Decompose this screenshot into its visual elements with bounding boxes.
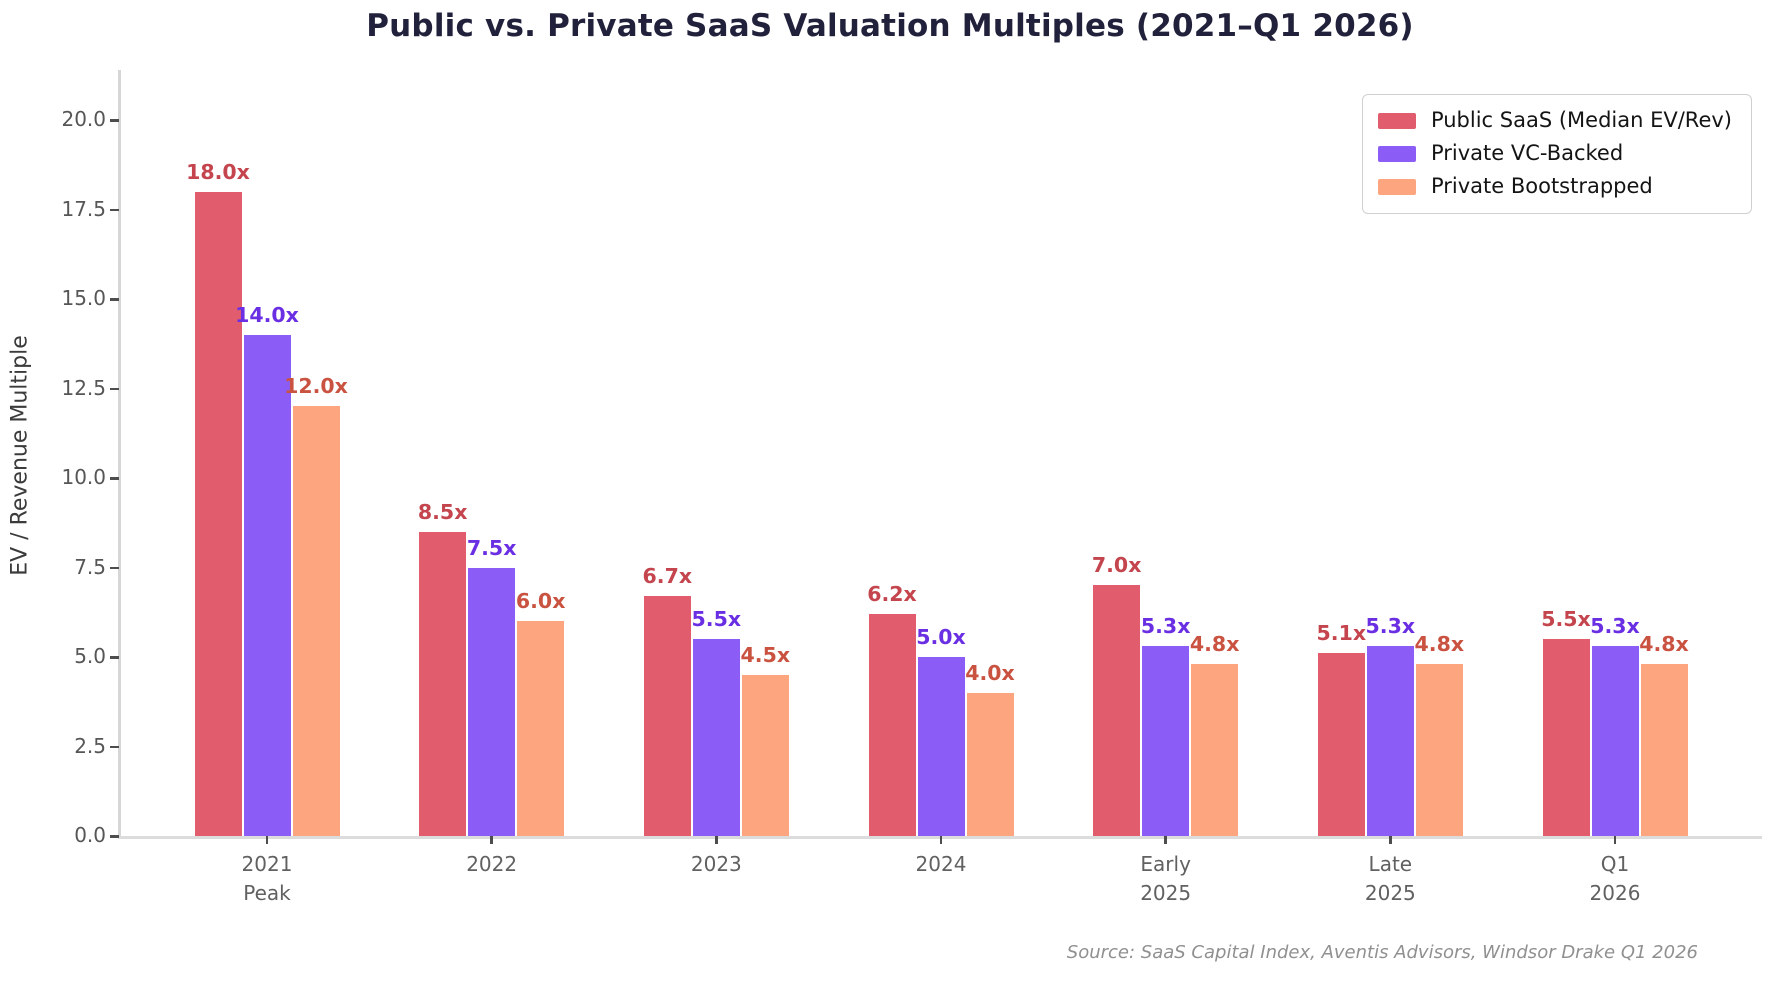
bar-value-label: 5.0x (916, 625, 966, 650)
bar-value-label: 5.3x (1140, 614, 1191, 639)
bar (643, 596, 691, 836)
x-tick-mark (265, 836, 269, 844)
chart-title: Public vs. Private SaaS Valuation Multip… (366, 8, 1414, 44)
legend-item: Private Bootstrapped (1377, 174, 1732, 199)
x-tick-mark (715, 836, 718, 844)
bar (1093, 585, 1141, 836)
legend-label: Public SaaS (Median EV/Rev) (1430, 108, 1732, 132)
x-tick-label: 2024 (915, 852, 967, 876)
legend-label: Private Bootstrapped (1430, 174, 1653, 199)
x-tick-label: Early 2025 (1140, 852, 1192, 905)
bar-value-label: 5.5x (691, 607, 742, 632)
x-tick-label: Late 2025 (1364, 852, 1416, 905)
bar (868, 614, 916, 836)
bar-value-label: 4.8x (1189, 632, 1240, 657)
y-tick-label: 2.5 (74, 733, 106, 758)
bar (917, 657, 965, 836)
x-tick-mark (490, 836, 493, 844)
y-tick-label: 15.0 (61, 286, 106, 311)
x-tick-mark (1389, 836, 1392, 844)
legend-swatch-icon (1377, 178, 1416, 195)
bar-value-label: 4.5x (740, 642, 791, 667)
bar (1366, 646, 1414, 836)
bar (1317, 653, 1365, 836)
source-note: Source: SaaS Capital Index, Aventis Advi… (1066, 942, 1698, 963)
y-axis-title: EV / Revenue Multiple (7, 335, 33, 576)
bar (468, 567, 516, 836)
x-tick-label: 2021 Peak (241, 852, 293, 905)
bar-value-label: 18.0x (186, 159, 250, 184)
y-tick-mark (110, 656, 119, 659)
legend: Public SaaS (Median EV/Rev) Private VC-Ba… (1361, 94, 1752, 214)
bar-value-label: 7.5x (466, 535, 517, 560)
plot-area: 0.0 2.5 5.0 7.5 10.0 12.5 15.0 17.5 20.0 18.0x 14.… (61, 70, 1762, 905)
bar-value-label: 5.3x (1365, 614, 1416, 639)
x-tick-mark (1613, 836, 1617, 844)
y-tick-mark (110, 298, 119, 301)
bar-value-label: 8.5x (417, 499, 468, 524)
y-axis-line (118, 70, 121, 836)
bar (1415, 664, 1463, 836)
legend-swatch-icon (1377, 145, 1416, 162)
bar (1591, 646, 1639, 836)
y-tick-label: 5.0 (74, 644, 106, 669)
y-tick-mark (110, 477, 119, 480)
y-tick-label: 12.5 (61, 375, 106, 400)
y-tick-label: 0.0 (74, 823, 106, 847)
bar-value-label: 5.5x (1541, 607, 1591, 632)
y-tick-mark (110, 566, 119, 570)
bar (741, 674, 789, 836)
bar-value-label: 6.7x (642, 564, 693, 589)
y-tick-mark (110, 745, 119, 748)
y-tick-label: 17.5 (61, 196, 106, 221)
bar-value-label: 4.8x (1414, 632, 1465, 657)
bar (419, 531, 467, 836)
legend-item: Public SaaS (Median EV/Rev) (1377, 108, 1732, 133)
bar (692, 639, 740, 836)
bar-value-label: 5.1x (1316, 621, 1367, 646)
bar (194, 191, 242, 836)
bar-value-label: 12.0x (284, 374, 348, 399)
bar (1191, 664, 1239, 836)
bar (966, 692, 1014, 836)
y-tick-mark (110, 208, 119, 212)
bar-value-label: 5.3x (1590, 614, 1640, 639)
bar (1640, 664, 1688, 836)
bar-value-label: 4.8x (1639, 632, 1689, 657)
bar-value-label: 14.0x (235, 302, 299, 327)
legend-label: Private VC-Backed (1430, 141, 1624, 166)
y-tick-mark (110, 835, 119, 838)
x-tick-mark (939, 836, 943, 844)
y-tick-label: 20.0 (61, 107, 106, 132)
y-tick-mark (110, 387, 119, 391)
y-tick-label: 10.0 (61, 465, 106, 490)
x-tick-label: Q1 2026 (1589, 852, 1641, 905)
y-tick-mark (110, 119, 119, 122)
x-tick-label: 2023 (690, 852, 742, 876)
x-tick-mark (1164, 836, 1167, 844)
x-tick-label: 2022 (466, 852, 518, 876)
legend-swatch-icon (1377, 112, 1416, 129)
bar (1142, 646, 1190, 836)
bar (292, 406, 340, 836)
legend-item: Private VC-Backed (1377, 141, 1732, 166)
y-tick-label: 7.5 (74, 554, 106, 579)
bar (243, 334, 291, 836)
bar (1542, 639, 1590, 836)
bar-value-label: 7.0x (1091, 553, 1142, 578)
bar-value-label: 6.0x (515, 589, 566, 614)
bar (517, 621, 565, 836)
bar-value-label: 4.0x (965, 660, 1015, 685)
bar-value-label: 6.2x (867, 582, 917, 607)
